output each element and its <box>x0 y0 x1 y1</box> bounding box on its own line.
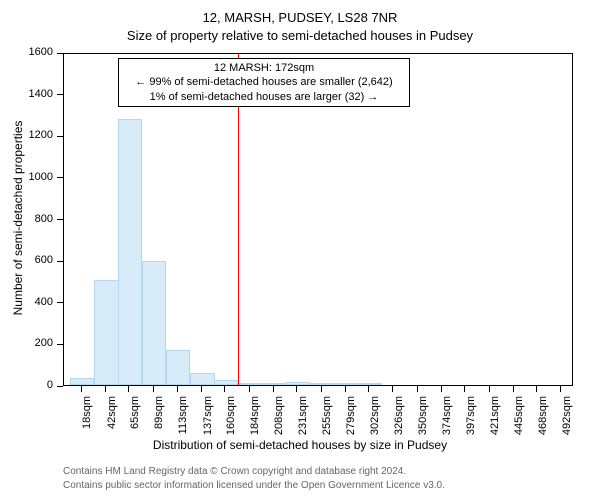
histogram-bar <box>310 383 334 385</box>
xtick-label: 137sqm <box>202 396 214 446</box>
ytick-mark <box>57 136 63 137</box>
xtick-label: 374sqm <box>441 396 453 446</box>
xtick-label: 279sqm <box>345 396 357 446</box>
xtick-label: 255sqm <box>321 396 333 446</box>
xtick-mark <box>392 386 393 392</box>
ytick-label: 1200 <box>23 129 53 141</box>
ytick-label: 1000 <box>23 171 53 183</box>
xtick-mark <box>464 386 465 392</box>
histogram-bar <box>238 383 262 385</box>
chart-address-title: 12, MARSH, PUDSEY, LS28 7NR <box>0 10 600 25</box>
xtick-label: 208sqm <box>273 396 285 446</box>
xtick-label: 445sqm <box>513 396 525 446</box>
xtick-label: 326sqm <box>393 396 405 446</box>
xtick-mark <box>224 386 225 392</box>
ytick-label: 800 <box>23 213 53 225</box>
xtick-mark <box>368 386 369 392</box>
ytick-label: 600 <box>23 254 53 266</box>
xtick-label: 397sqm <box>465 396 477 446</box>
xtick-mark <box>273 386 274 392</box>
xtick-mark <box>296 386 297 392</box>
xtick-label: 18sqm <box>81 396 93 446</box>
xtick-label: 89sqm <box>153 396 165 446</box>
xtick-mark <box>153 386 154 392</box>
histogram-bar <box>286 382 310 385</box>
ytick-mark <box>57 302 63 303</box>
credits-line-1: Contains HM Land Registry data © Crown c… <box>63 466 406 477</box>
histogram-bar <box>334 383 358 385</box>
xtick-mark <box>249 386 250 392</box>
xtick-mark <box>417 386 418 392</box>
ytick-label: 1400 <box>23 88 53 100</box>
ytick-mark <box>57 261 63 262</box>
legend-line-larger: 1% of semi-detached houses are larger (3… <box>125 90 403 104</box>
chart-container: { "layout": { "width": 600, "height": 50… <box>0 0 600 500</box>
credits-line-2: Contains public sector information licen… <box>63 480 445 491</box>
xtick-mark <box>513 386 514 392</box>
ytick-mark <box>57 386 63 387</box>
legend-line-property: 12 MARSH: 172sqm <box>125 61 403 75</box>
ytick-label: 0 <box>23 379 53 391</box>
xtick-mark <box>560 386 561 392</box>
xtick-label: 492sqm <box>561 396 573 446</box>
histogram-bar <box>190 373 214 385</box>
xtick-mark <box>489 386 490 392</box>
ytick-mark <box>57 177 63 178</box>
xtick-mark <box>128 386 129 392</box>
xtick-label: 231sqm <box>297 396 309 446</box>
xtick-mark <box>81 386 82 392</box>
xtick-mark <box>321 386 322 392</box>
ytick-label: 1600 <box>23 46 53 58</box>
ytick-mark <box>57 53 63 54</box>
histogram-bar <box>118 119 142 385</box>
histogram-bar <box>142 261 166 385</box>
xtick-mark <box>441 386 442 392</box>
xtick-label: 42sqm <box>106 396 118 446</box>
ytick-mark <box>57 344 63 345</box>
xtick-mark <box>177 386 178 392</box>
ytick-mark <box>57 219 63 220</box>
legend-line-smaller: ← 99% of semi-detached houses are smalle… <box>125 75 403 89</box>
ytick-mark <box>57 94 63 95</box>
xtick-mark <box>536 386 537 392</box>
xtick-label: 468sqm <box>537 396 549 446</box>
histogram-bar <box>70 378 94 385</box>
xtick-mark <box>105 386 106 392</box>
ytick-label: 200 <box>23 337 53 349</box>
chart-subtitle: Size of property relative to semi-detach… <box>0 28 600 43</box>
histogram-bar <box>166 350 190 385</box>
xtick-label: 302sqm <box>369 396 381 446</box>
xtick-label: 113sqm <box>177 396 189 446</box>
xtick-mark <box>201 386 202 392</box>
xtick-label: 421sqm <box>489 396 501 446</box>
xtick-label: 184sqm <box>249 396 261 446</box>
histogram-bar <box>262 383 286 385</box>
ytick-label: 400 <box>23 296 53 308</box>
histogram-bar <box>357 383 381 385</box>
histogram-bar <box>214 380 238 385</box>
legend-box: 12 MARSH: 172sqm ← 99% of semi-detached … <box>118 58 410 107</box>
histogram-bar <box>94 280 118 385</box>
xtick-label: 65sqm <box>129 396 141 446</box>
xtick-label: 160sqm <box>225 396 237 446</box>
xtick-label: 350sqm <box>417 396 429 446</box>
xtick-mark <box>345 386 346 392</box>
